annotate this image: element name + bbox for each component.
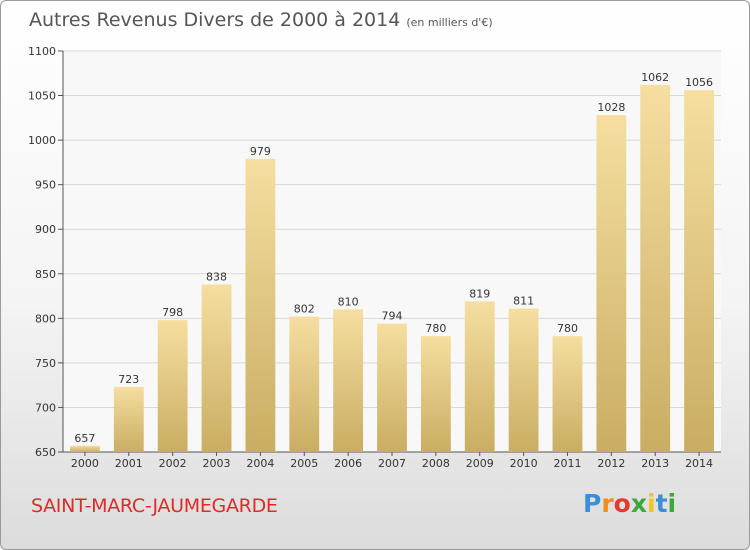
x-tick-label: 2004 [246,457,274,470]
x-tick-label: 2013 [641,457,669,470]
data-label: 838 [206,270,227,283]
bar [70,445,100,452]
x-tick-label: 2009 [466,457,494,470]
x-tick-label: 2003 [203,457,231,470]
y-tick-label: 700 [35,401,56,414]
x-tick-label: 2010 [510,457,538,470]
data-label: 798 [162,306,183,319]
bar [420,336,451,452]
bar [157,320,188,452]
data-label: 979 [250,145,271,158]
bar [552,336,583,452]
bar [201,284,232,452]
y-tick-label: 850 [35,268,56,281]
y-tick-label: 750 [35,357,56,370]
data-label: 802 [294,303,315,316]
data-label: 780 [557,322,578,335]
bar [377,323,407,452]
x-tick-label: 2008 [422,457,450,470]
x-tick-label: 2005 [290,457,318,470]
logo-letter: P [583,489,602,518]
chart-unit: (en milliers d'€) [406,16,493,29]
bar [596,115,627,452]
logo-letter: t [655,489,668,518]
bar [640,84,671,453]
logo-letter: r [601,489,614,518]
x-tick-label: 2000 [71,457,99,470]
bar [289,316,320,452]
chart-title-text: Autres Revenus Divers de 2000 à 2014 [29,9,401,31]
y-tick-label: 1050 [28,90,56,103]
data-label: 723 [118,373,139,386]
proxiti-logo[interactable]: Proxiti [583,489,676,518]
data-label: 794 [382,310,403,323]
bar [113,386,144,452]
labels: 650 700 750 800 850 900 950 1000 1050 1100 657 2000… [28,45,713,470]
x-tick-label: 2014 [685,457,713,470]
logo-letter: x [630,489,647,518]
data-label: 780 [425,322,446,335]
y-tick-label: 950 [35,179,56,192]
x-tick-label: 2006 [334,457,362,470]
bars [70,84,714,453]
y-tick-label: 900 [35,223,56,236]
data-label: 819 [469,287,490,300]
data-label: 810 [338,295,359,308]
x-tick-label: 2007 [378,457,406,470]
y-tick-label: 800 [35,312,56,325]
logo-letter: i [647,489,656,518]
bar [464,301,495,452]
bar [333,309,364,452]
chart-title: Autres Revenus Divers de 2000 à 2014 (en … [29,9,493,31]
data-label: 1056 [685,76,713,89]
logo-letter: o [613,489,631,518]
bar [684,90,714,452]
x-tick-label: 2012 [597,457,625,470]
data-label: 811 [513,295,534,308]
bar [508,308,539,452]
logo-letter: i [667,489,677,518]
x-tick-label: 2002 [159,457,187,470]
y-tick-label: 650 [35,446,56,459]
commune-name: SAINT-MARC-JAUMEGARDE [31,495,278,517]
data-label: 1062 [641,71,669,84]
bar [245,158,276,452]
x-tick-label: 2011 [553,457,581,470]
y-tick-label: 1100 [28,45,56,58]
data-label: 1028 [597,101,625,114]
x-tick-label: 2001 [115,457,143,470]
data-label: 657 [74,432,95,445]
y-tick-label: 1000 [28,134,56,147]
